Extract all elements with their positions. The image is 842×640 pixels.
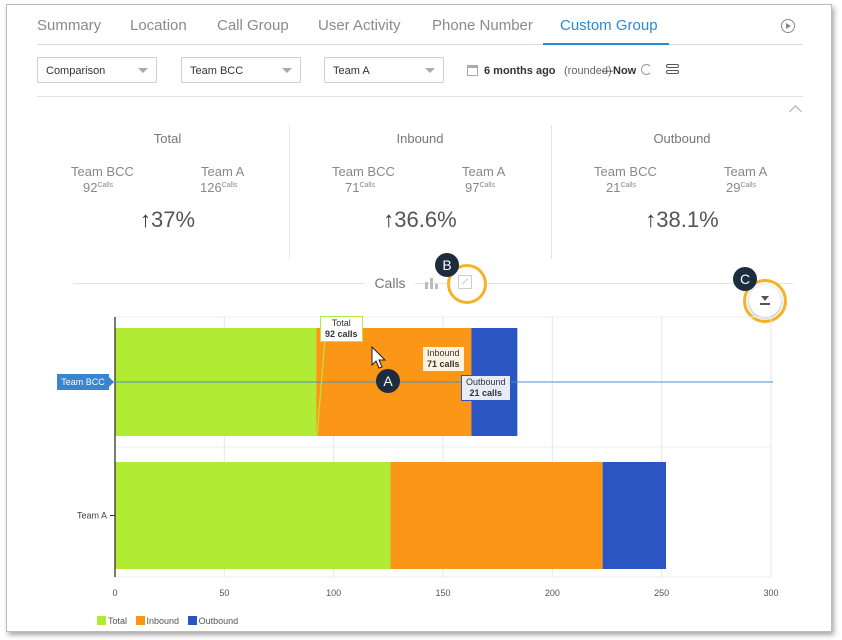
x-tick-label: 200 xyxy=(545,588,560,598)
calls-bar-chart: 0 50 100 150 200 250 300 Team A Team BCC xyxy=(57,316,779,598)
card-title: Total xyxy=(153,131,182,146)
team2-name: Team A xyxy=(462,164,506,179)
summary-card-outbound: Outbound Team BCC 21Calls Team A 29Calls… xyxy=(551,125,812,259)
tab-summary[interactable]: Summary xyxy=(37,17,102,34)
callout-b: B xyxy=(435,253,459,277)
bar-outbound-1 xyxy=(602,462,667,569)
chart-legend: Total Inbound Outbound xyxy=(97,616,244,626)
app-window: Summary Location Call Group User Activit… xyxy=(6,4,832,632)
summary-card-total: Total Team BCC 92Calls Team A 126Calls ↑… xyxy=(37,125,298,259)
legend-item-inbound[interactable]: Inbound xyxy=(135,616,179,626)
download-button[interactable] xyxy=(749,285,781,317)
x-tick-label: 300 xyxy=(763,588,778,598)
settings-toggle-icon[interactable] xyxy=(666,64,679,75)
group-a-value: Team BCC xyxy=(190,65,244,77)
bar-inbound-1 xyxy=(390,462,603,569)
date-range-dash: — xyxy=(602,65,613,77)
chevron-down-icon xyxy=(282,68,292,73)
chart-title: Calls xyxy=(365,275,415,291)
crosshair-label-box xyxy=(57,374,109,390)
date-range-to[interactable]: Now xyxy=(613,65,637,77)
team2-value: 29Calls xyxy=(726,180,757,195)
team1-name: Team BCC xyxy=(71,164,134,179)
change-percent: ↑38.1% xyxy=(645,207,719,232)
team1-value: 92Calls xyxy=(83,180,114,195)
up-arrow-icon: ↑ xyxy=(383,207,395,232)
filter-bar: Comparison Team BCC Team A 6 months ago … xyxy=(37,57,803,97)
card-title: Inbound xyxy=(396,131,444,146)
card-title: Outbound xyxy=(653,131,711,146)
tab-phone-number[interactable]: Phone Number xyxy=(432,17,533,34)
tooltip-pointer xyxy=(316,338,326,437)
group-a-select[interactable]: Team BCC xyxy=(181,57,301,83)
up-arrow-icon: ↑ xyxy=(645,207,657,232)
team2-name: Team A xyxy=(201,164,245,179)
expand-icon[interactable] xyxy=(458,275,472,289)
x-tick-label: 150 xyxy=(435,588,450,598)
date-range-from[interactable]: 6 months ago xyxy=(484,65,556,77)
team2-name: Team A xyxy=(724,164,768,179)
bar-total-1 xyxy=(115,462,391,569)
mode-select[interactable]: Comparison xyxy=(37,57,157,83)
tab-user-activity[interactable]: User Activity xyxy=(318,17,401,34)
team2-value: 126Calls xyxy=(200,180,238,195)
calendar-icon[interactable] xyxy=(467,65,478,76)
active-tab-indicator xyxy=(543,43,669,45)
team2-value: 97Calls xyxy=(465,180,496,195)
crosshair-label: Team BCC xyxy=(61,377,105,387)
x-tick-label: 100 xyxy=(326,588,341,598)
refresh-icon[interactable] xyxy=(641,64,652,75)
callout-a: A xyxy=(376,369,400,393)
team1-value: 71Calls xyxy=(345,180,376,195)
tab-custom-group[interactable]: Custom Group xyxy=(560,17,658,34)
summary-panel: Total Team BCC 92Calls Team A 126Calls ↑… xyxy=(37,125,821,259)
legend-item-total[interactable]: Total xyxy=(97,616,127,626)
change-percent: ↑37% xyxy=(139,207,196,232)
up-arrow-icon: ↑ xyxy=(139,207,151,232)
y-tick-label: Team A xyxy=(77,511,107,521)
crosshair-label-arrow xyxy=(109,377,114,387)
team1-value: 21Calls xyxy=(606,180,637,195)
group-b-value: Team A xyxy=(333,65,370,77)
x-tick-label: 250 xyxy=(654,588,669,598)
group-b-select[interactable]: Team A xyxy=(324,57,444,83)
tab-location[interactable]: Location xyxy=(130,17,187,34)
report-tabs: Summary Location Call Group User Activit… xyxy=(37,5,803,45)
x-tick-label: 50 xyxy=(219,588,229,598)
tab-call-group[interactable]: Call Group xyxy=(217,17,289,34)
callout-c: C xyxy=(733,267,757,291)
date-range-note: (rounded) xyxy=(564,65,612,77)
play-icon[interactable] xyxy=(781,19,795,33)
legend-item-outbound[interactable]: Outbound xyxy=(187,616,238,626)
team1-name: Team BCC xyxy=(332,164,395,179)
change-percent: ↑36.6% xyxy=(383,207,457,232)
tooltip-total: Total 92 calls xyxy=(320,316,363,342)
bar-chart-icon[interactable] xyxy=(425,277,439,289)
chart-header-divider xyxy=(73,283,793,284)
summary-card-inbound: Inbound Team BCC 71Calls Team A 97Calls … xyxy=(289,125,550,259)
tooltip-outbound: Outbound 21 calls xyxy=(461,375,511,401)
chevron-down-icon xyxy=(138,68,148,73)
team1-name: Team BCC xyxy=(594,164,657,179)
chevron-down-icon xyxy=(425,68,435,73)
tooltip-inbound: Inbound 71 calls xyxy=(422,346,465,372)
mouse-cursor-icon xyxy=(371,345,387,369)
mode-select-value: Comparison xyxy=(46,65,106,77)
x-tick-label: 0 xyxy=(112,588,117,598)
